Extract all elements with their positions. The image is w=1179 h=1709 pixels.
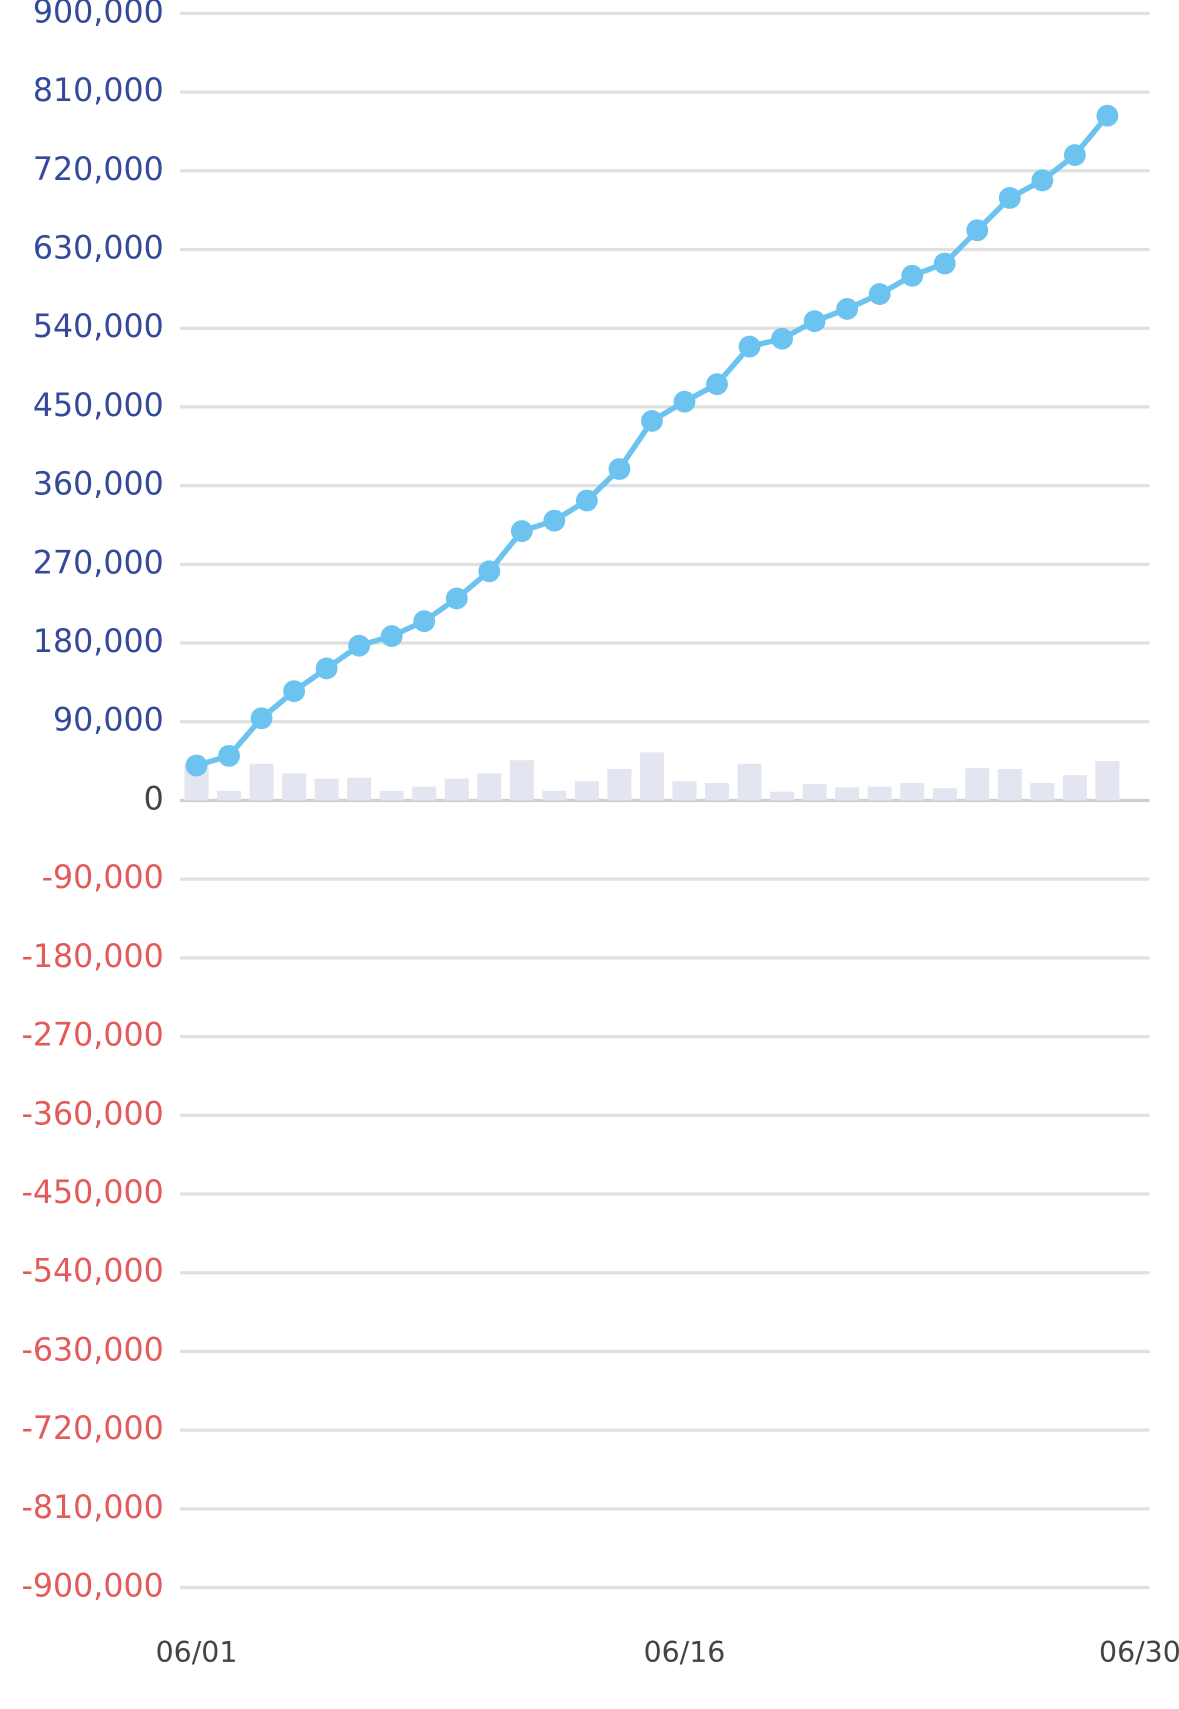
point (738, 335, 761, 358)
point (250, 707, 273, 730)
y-tick-label: -810,000 (21, 1490, 163, 1526)
bar (802, 783, 827, 801)
point (380, 625, 403, 647)
point (966, 219, 989, 242)
bar (835, 787, 860, 801)
bar (574, 781, 599, 801)
y-tick-label: -540,000 (21, 1254, 163, 1290)
bar (607, 768, 632, 801)
point (218, 744, 240, 767)
bar (282, 773, 307, 801)
bar (477, 773, 502, 801)
bar (867, 786, 892, 801)
y-tick-label: 360,000 (33, 467, 164, 503)
y-tick-label: 810,000 (33, 73, 164, 109)
point (706, 373, 728, 396)
bar (379, 790, 404, 801)
bar (997, 768, 1022, 801)
y-tick-label: -900,000 (21, 1569, 163, 1605)
point (673, 390, 696, 413)
point (868, 283, 891, 306)
point (413, 610, 436, 633)
point (445, 587, 468, 610)
y-tick-label: -720,000 (21, 1411, 163, 1447)
point (478, 560, 501, 583)
point (641, 409, 663, 432)
y-tick-label: -630,000 (21, 1332, 163, 1368)
point (1096, 104, 1119, 127)
point (998, 186, 1021, 209)
bar (965, 768, 990, 801)
point (575, 489, 598, 512)
x-tick-label: 06/16 (644, 1636, 726, 1669)
bar (542, 790, 567, 801)
point (901, 264, 924, 287)
y-tick-label: 450,000 (33, 388, 164, 424)
y-tick-label: -270,000 (21, 1018, 163, 1054)
y-tick-label: 630,000 (33, 230, 164, 266)
y-tick-label: 720,000 (33, 152, 164, 188)
y-tick-label: 180,000 (33, 624, 164, 660)
bar (1030, 782, 1055, 801)
bar (217, 790, 242, 801)
x-tick-label: 06/01 (156, 1636, 238, 1669)
y-tick-label: -360,000 (21, 1096, 163, 1132)
bar (932, 788, 957, 801)
point (771, 327, 793, 350)
bar (672, 781, 697, 801)
y-tick-label: -90,000 (42, 860, 164, 896)
x-tick-label: 06/30 (1099, 1636, 1179, 1669)
point (185, 754, 208, 777)
point (348, 634, 371, 657)
y-tick-label: 270,000 (33, 545, 164, 581)
y-tick-label: 540,000 (33, 309, 164, 345)
bar (249, 763, 274, 801)
bar (639, 752, 664, 801)
bar (770, 791, 795, 801)
bar (444, 778, 469, 801)
bar (314, 778, 339, 801)
point (836, 298, 859, 320)
y-tick-label: 900,000 (33, 0, 164, 30)
point (1031, 169, 1054, 192)
bar (1095, 761, 1120, 801)
bar (737, 763, 762, 801)
point (510, 520, 533, 543)
point (608, 458, 631, 480)
y-tick-label: 90,000 (53, 703, 164, 739)
bar (900, 782, 925, 801)
y-tick-label: -450,000 (21, 1175, 163, 1211)
point (543, 509, 566, 532)
y-tick-label: 0 (144, 781, 164, 817)
bar (704, 782, 730, 801)
point (283, 680, 306, 703)
point (1063, 144, 1086, 166)
bar (347, 777, 372, 801)
point (315, 657, 338, 680)
point (933, 252, 956, 275)
bar (1062, 775, 1087, 801)
bar (509, 760, 534, 801)
point (803, 310, 826, 333)
bar (412, 786, 437, 801)
y-tick-label: -180,000 (21, 939, 163, 975)
